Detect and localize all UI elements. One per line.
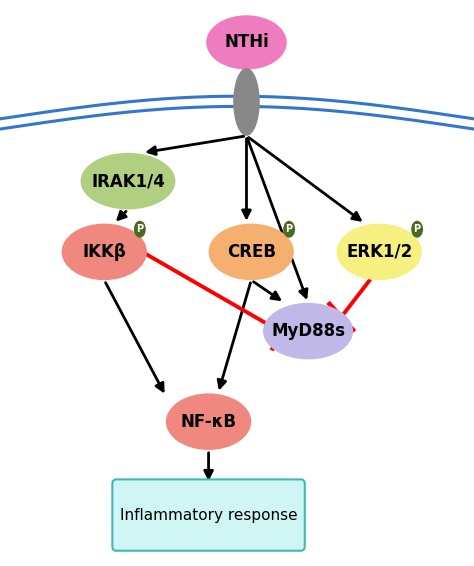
FancyBboxPatch shape — [112, 479, 305, 551]
Text: MyD88s: MyD88s — [271, 322, 345, 340]
Text: P: P — [285, 224, 293, 234]
Text: IRAK1/4: IRAK1/4 — [91, 172, 165, 190]
Text: P: P — [136, 224, 144, 234]
Ellipse shape — [337, 224, 422, 280]
Ellipse shape — [134, 221, 146, 238]
Ellipse shape — [233, 68, 260, 136]
Text: IKKβ: IKKβ — [82, 243, 126, 261]
Text: ERK1/2: ERK1/2 — [346, 243, 412, 261]
Text: P: P — [413, 224, 421, 234]
Ellipse shape — [81, 153, 175, 209]
Ellipse shape — [206, 15, 287, 70]
Text: CREB: CREB — [227, 243, 276, 261]
Text: NF-κB: NF-κB — [181, 413, 237, 431]
Text: NTHi: NTHi — [224, 33, 269, 52]
Ellipse shape — [263, 303, 353, 359]
Ellipse shape — [283, 221, 295, 238]
Text: Inflammatory response: Inflammatory response — [120, 508, 297, 522]
Ellipse shape — [62, 224, 147, 280]
Ellipse shape — [209, 224, 294, 280]
Ellipse shape — [411, 221, 423, 238]
Ellipse shape — [166, 393, 251, 450]
